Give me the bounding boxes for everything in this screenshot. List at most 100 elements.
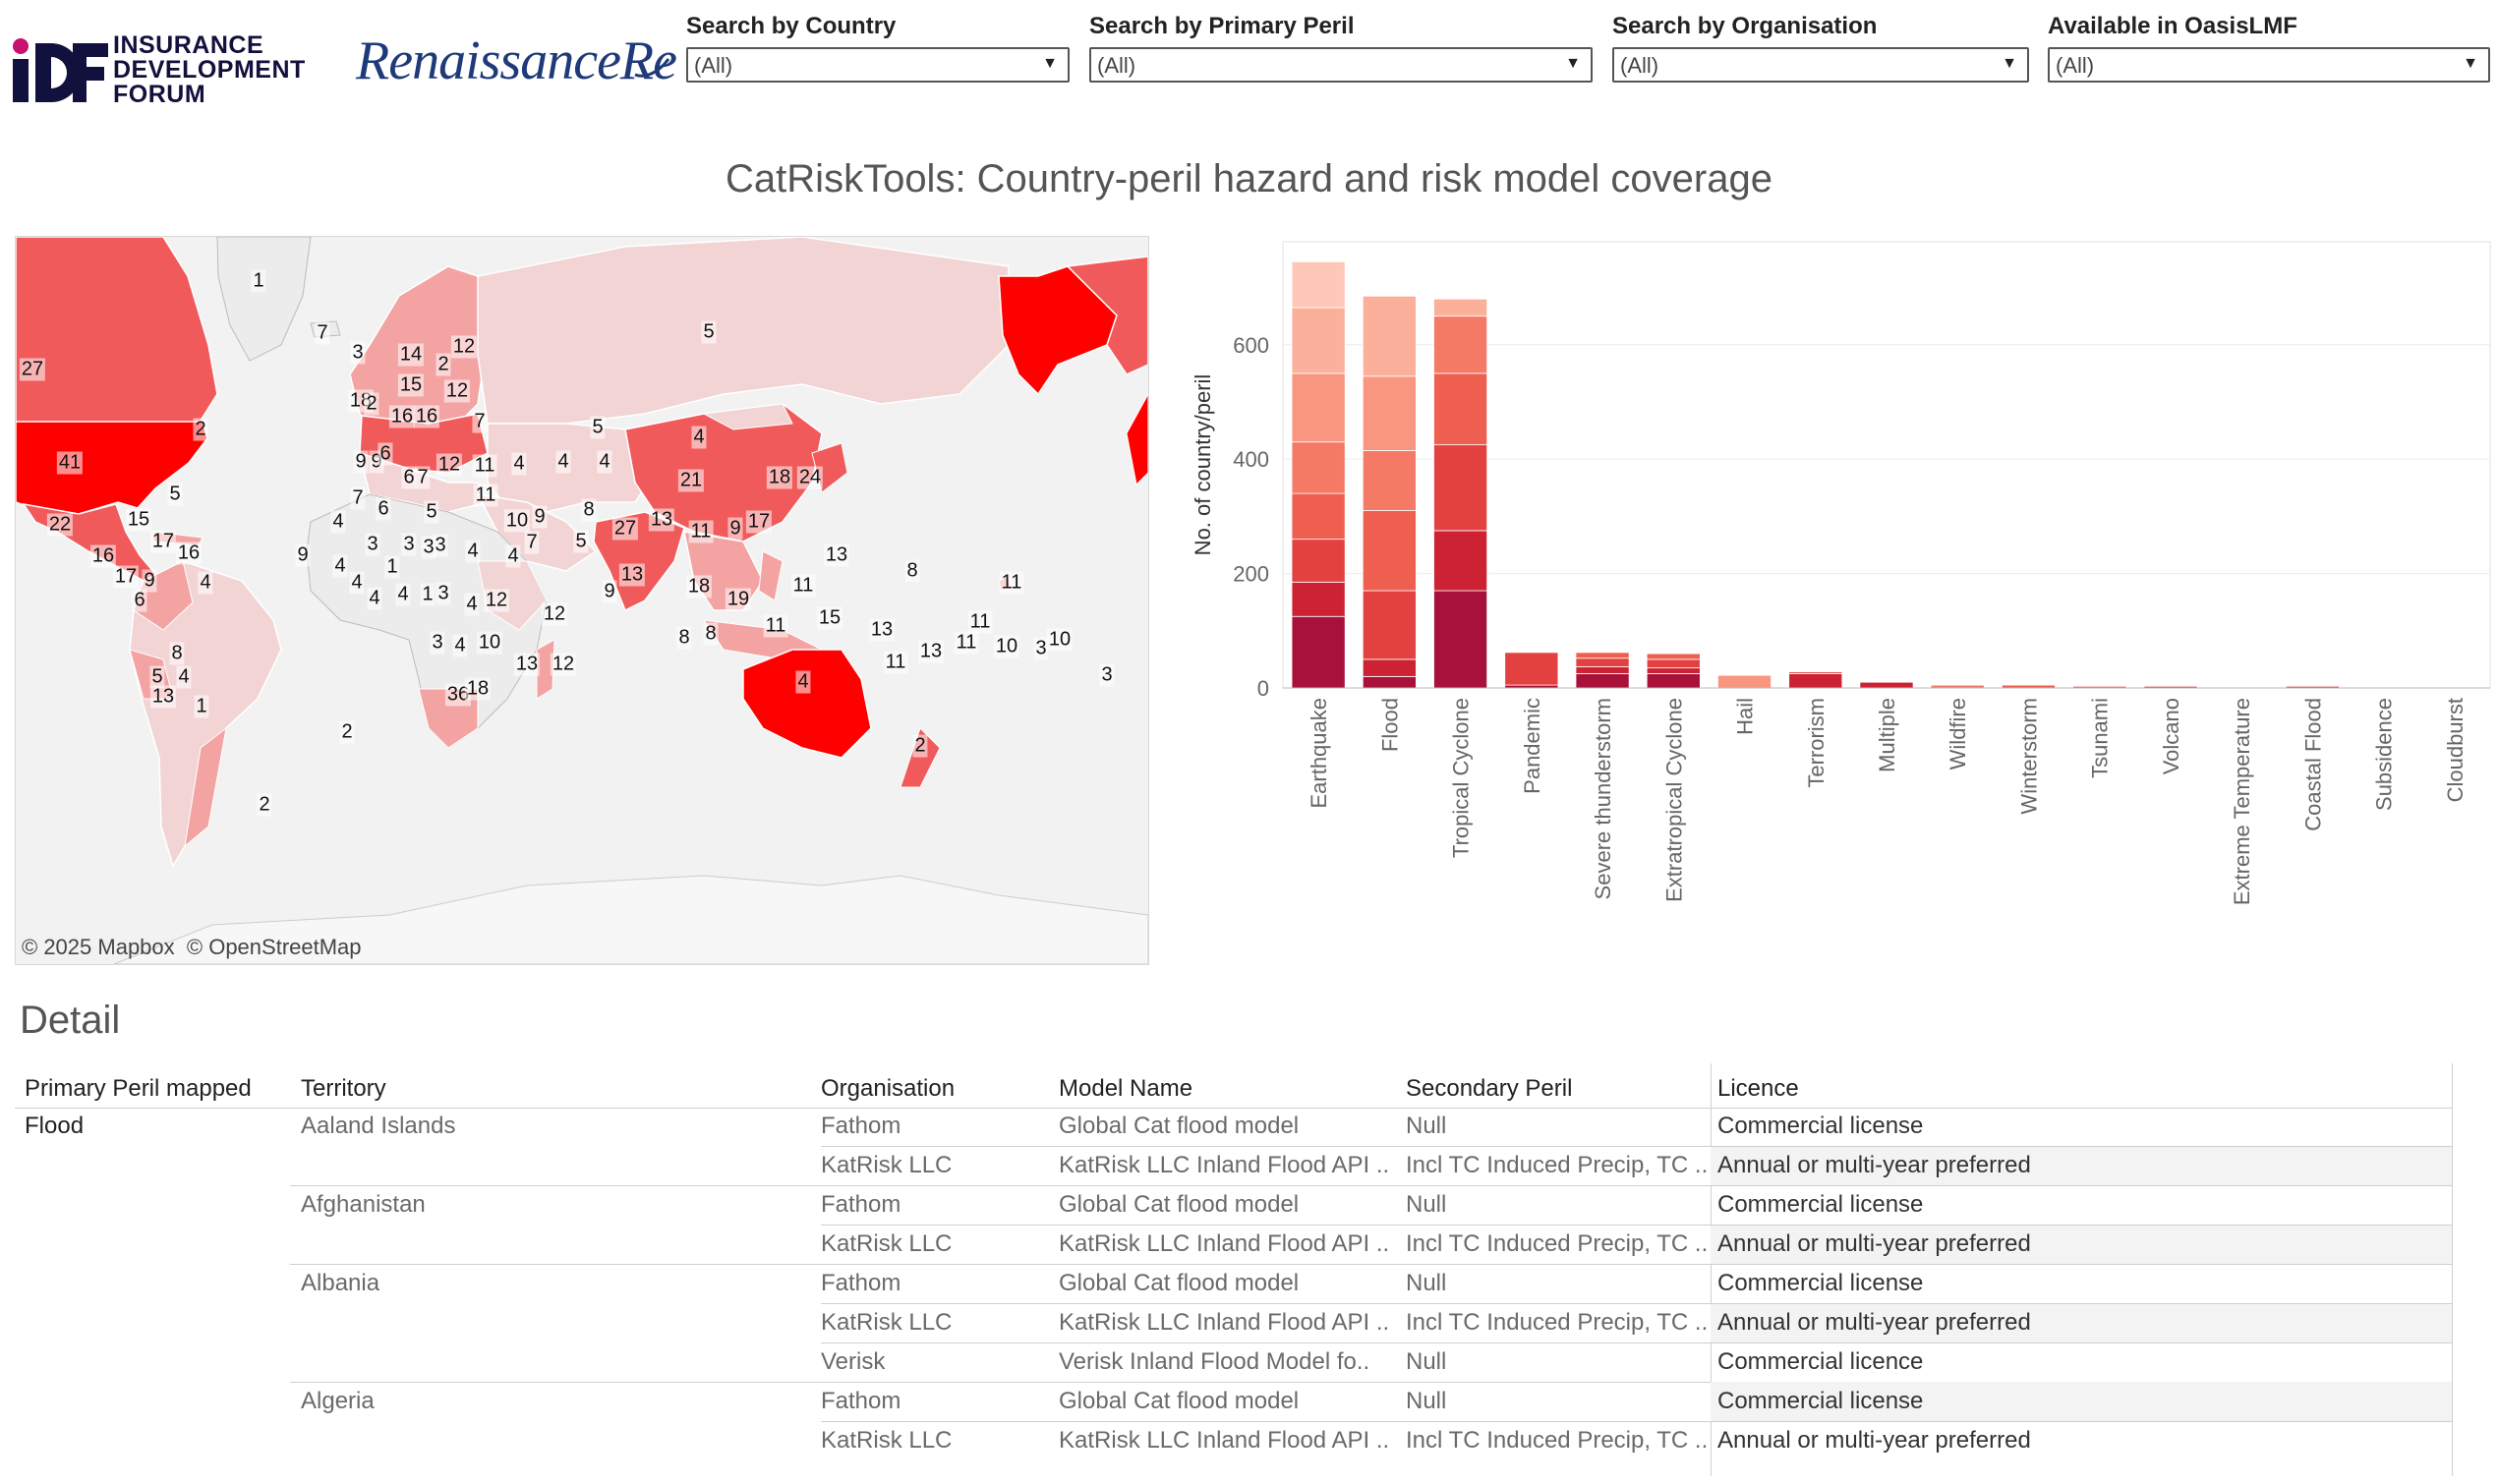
map-count-label[interactable]: 11 — [954, 631, 979, 655]
map-count-label[interactable]: 18 — [464, 677, 492, 701]
licence-cell[interactable]: Annual or multi-year preferred — [1717, 1427, 2031, 1454]
map-count-label[interactable]: 11 — [473, 484, 498, 507]
mapbox-attribution-link[interactable]: © 2025 Mapbox — [22, 935, 175, 959]
map-count-label[interactable]: 4 — [465, 540, 481, 563]
map-count-label[interactable]: 2 — [339, 720, 355, 744]
map-count-label[interactable]: 6 — [376, 497, 391, 521]
map-count-label[interactable]: 15 — [816, 606, 843, 630]
bar-segment[interactable] — [1504, 652, 1559, 686]
map-new-zealand[interactable] — [900, 727, 941, 788]
bar-segment[interactable] — [1433, 530, 1488, 592]
filter-organisation-select[interactable]: (All) ▼ — [1612, 47, 2029, 83]
bar-segment[interactable] — [1646, 653, 1701, 660]
map-madagascar[interactable] — [536, 639, 555, 700]
map-count-label[interactable]: 2 — [364, 392, 379, 416]
map-count-label[interactable]: 1 — [194, 695, 209, 718]
map-count-label[interactable]: 13 — [648, 508, 675, 532]
map-count-label[interactable]: 13 — [149, 685, 177, 709]
map-count-label[interactable]: 3 — [401, 533, 417, 556]
secondary-peril-cell[interactable]: Incl TC Induced Precip, TC .. — [1406, 1427, 1709, 1454]
organisation-cell[interactable]: Fathom — [821, 1388, 901, 1414]
model-name-cell[interactable]: Global Cat flood model — [1059, 1191, 1300, 1218]
map-count-label[interactable]: 13 — [917, 640, 945, 663]
map-count-label[interactable]: 12 — [450, 335, 478, 359]
bar-segment[interactable] — [1362, 510, 1417, 592]
header-primary-peril[interactable]: Primary Peril mapped — [25, 1075, 252, 1102]
map-count-label[interactable]: 5 — [149, 665, 165, 689]
bar-segment[interactable] — [1362, 450, 1417, 511]
map-count-label[interactable]: 13 — [618, 563, 646, 587]
map-count-label[interactable]: 18 — [766, 466, 793, 489]
secondary-peril-cell[interactable]: Incl TC Induced Precip, TC .. — [1406, 1230, 1709, 1257]
map-count-label[interactable]: 3 — [365, 533, 380, 556]
map-count-label[interactable]: 15 — [125, 508, 152, 532]
bar-segment[interactable] — [1575, 657, 1630, 667]
map-count-label[interactable]: 4 — [691, 426, 707, 449]
map-count-label[interactable]: 10 — [993, 635, 1020, 658]
map-count-label[interactable]: 2 — [912, 734, 928, 758]
map-count-label[interactable]: 2 — [257, 793, 272, 817]
organisation-cell[interactable]: Fathom — [821, 1270, 901, 1296]
map-count-label[interactable]: 27 — [611, 517, 639, 541]
map-count-label[interactable]: 3 — [436, 582, 451, 605]
map-count-label[interactable]: 11 — [763, 614, 788, 638]
bar-segment[interactable] — [1646, 658, 1701, 669]
map-count-label[interactable]: 3 — [350, 341, 366, 365]
map-count-label[interactable]: 5 — [573, 530, 589, 553]
map-count-label[interactable]: 4 — [395, 583, 411, 606]
map-count-label[interactable]: 9 — [142, 569, 157, 593]
map-count-label[interactable]: 11 — [472, 454, 497, 478]
model-name-cell[interactable]: Global Cat flood model — [1059, 1270, 1300, 1296]
model-name-cell[interactable]: KatRisk LLC Inland Flood API .. — [1059, 1427, 1390, 1454]
map-count-label[interactable]: 3 — [1033, 637, 1049, 660]
map-count-label[interactable]: 9 — [602, 580, 617, 603]
map-count-label[interactable]: 3 — [421, 536, 436, 559]
bar-segment[interactable] — [1575, 666, 1630, 674]
map-count-label[interactable]: 11 — [967, 610, 993, 634]
map-count-label[interactable]: 8 — [676, 626, 692, 650]
bar-segment[interactable] — [1433, 315, 1488, 374]
map-count-label[interactable]: 18 — [685, 575, 713, 599]
map-alaska[interactable] — [1066, 256, 1148, 375]
bar-segment[interactable] — [1291, 372, 1346, 443]
territory-cell[interactable]: Albania — [301, 1270, 380, 1296]
map-count-label[interactable]: 4 — [330, 510, 346, 534]
bar-segment[interactable] — [1291, 260, 1346, 309]
secondary-peril-cell[interactable]: Null — [1406, 1270, 1447, 1296]
map-count-label[interactable]: 12 — [550, 653, 577, 676]
bar-segment[interactable] — [1291, 581, 1346, 617]
licence-cell[interactable]: Annual or multi-year preferred — [1717, 1230, 2031, 1257]
map-count-label[interactable]: 6 — [132, 589, 147, 612]
map-count-label[interactable]: 1 — [251, 269, 266, 293]
licence-cell[interactable]: Commercial license — [1717, 1191, 1924, 1218]
map-count-label[interactable]: 11 — [883, 651, 908, 674]
bar-segment[interactable] — [1291, 615, 1346, 689]
organisation-cell[interactable]: KatRisk LLC — [821, 1230, 953, 1257]
map-count-label[interactable]: 12 — [483, 589, 510, 612]
map-count-label[interactable]: 10 — [1046, 628, 1074, 652]
map-count-label[interactable]: 10 — [503, 509, 531, 533]
map-count-label[interactable]: 15 — [397, 373, 425, 397]
map-count-label[interactable]: 1 — [420, 583, 436, 606]
secondary-peril-cell[interactable]: Incl TC Induced Precip, TC .. — [1406, 1152, 1709, 1178]
map-count-label[interactable]: 5 — [590, 416, 606, 439]
licence-cell[interactable]: Commercial license — [1717, 1388, 1924, 1414]
map-mongolia[interactable] — [702, 403, 793, 430]
header-secondary-peril[interactable]: Secondary Peril — [1406, 1075, 1573, 1102]
map-count-label[interactable]: 8 — [703, 622, 719, 646]
map-count-label[interactable]: 16 — [388, 405, 416, 428]
map-count-label[interactable]: 7 — [415, 466, 431, 489]
map-count-label[interactable]: 11 — [999, 571, 1024, 595]
bar-segment[interactable] — [1291, 307, 1346, 374]
bar-segment[interactable] — [1788, 673, 1843, 689]
organisation-cell[interactable]: KatRisk LLC — [821, 1152, 953, 1178]
map-count-label[interactable]: 8 — [904, 559, 920, 583]
map-argentina[interactable] — [184, 726, 227, 848]
map-count-label[interactable]: 16 — [89, 544, 117, 568]
map-count-label[interactable]: 4 — [198, 571, 213, 595]
licence-cell[interactable]: Annual or multi-year preferred — [1717, 1152, 2031, 1178]
bar-segment[interactable] — [1433, 590, 1488, 689]
bar-segment[interactable] — [1859, 681, 1914, 689]
map-count-label[interactable]: 5 — [701, 320, 717, 344]
bar-segment[interactable] — [1788, 671, 1843, 674]
